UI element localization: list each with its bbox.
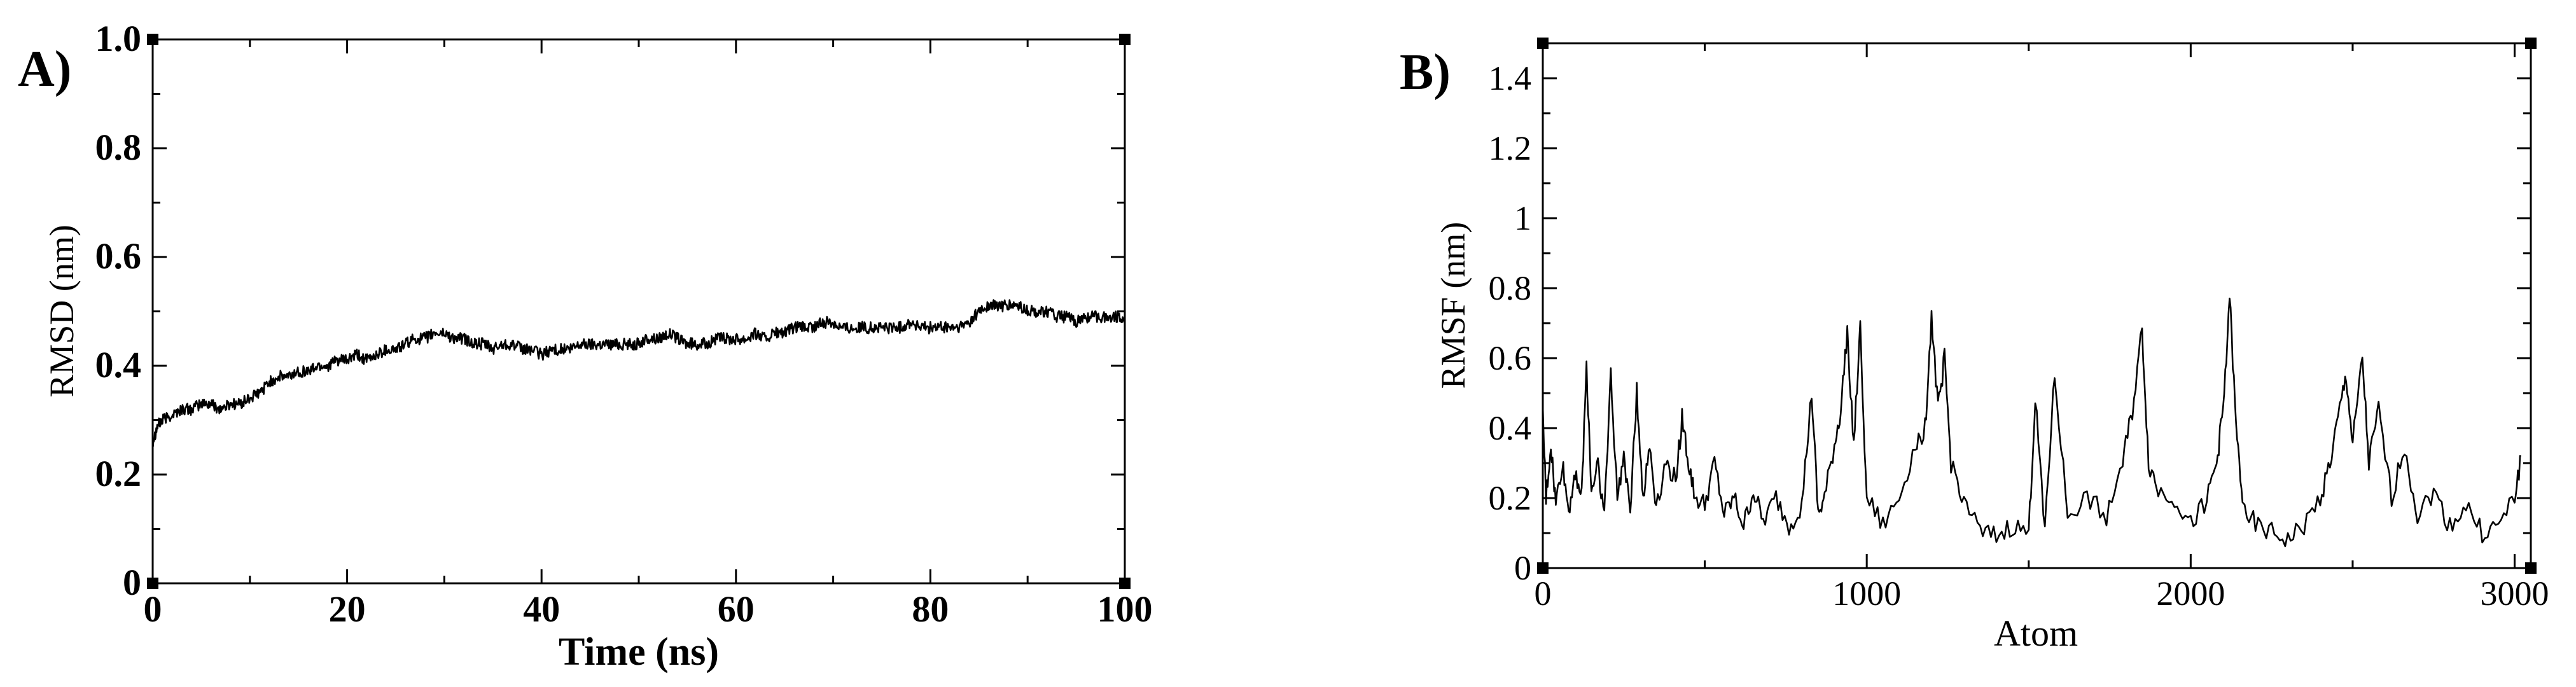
corner-marker — [1537, 38, 1549, 49]
y-tick-label: 0.6 — [1489, 339, 1532, 377]
y-tick-label: 0.2 — [1489, 479, 1532, 517]
y-tick-label: 1 — [1514, 199, 1531, 237]
y-tick-label: 0.4 — [95, 344, 142, 385]
y-tick-label: 0.2 — [95, 453, 142, 494]
y-tick-label: 1.4 — [1489, 59, 1532, 97]
corner-marker — [1119, 34, 1131, 45]
x-tick-label: 60 — [718, 588, 755, 630]
panel-b-y-axis-title: RMSF (nm) — [1434, 222, 1472, 389]
y-tick-label: 1.0 — [95, 18, 142, 59]
corner-marker — [147, 578, 158, 589]
y-tick-label: 0.8 — [95, 127, 142, 168]
panel-a-x-axis-title: Time (ns) — [559, 630, 719, 674]
x-tick-label: 80 — [912, 588, 949, 630]
x-tick-label: 3000 — [2481, 574, 2549, 613]
panel-b-rmsf-line — [1542, 297, 2521, 548]
x-tick-label: 20 — [329, 588, 366, 630]
panel-b-tick-labels: 0 1000 2000 3000 0 0.2 0.4 0.6 0.8 1 1.2 1.4 — [1489, 59, 2549, 613]
panel-a-rmsd-line — [151, 299, 1126, 448]
x-tick-label: 0 — [1535, 574, 1552, 613]
y-tick-label: 0 — [1514, 549, 1531, 587]
x-tick-label: 100 — [1097, 588, 1153, 630]
y-tick-label: 0.4 — [1489, 409, 1532, 447]
x-tick-label: 2000 — [2156, 574, 2225, 613]
corner-marker — [2525, 562, 2537, 574]
panel-b: B) 0 1000 2000 3000 0 0.2 0.4 0.6 0.8 1 1.2 1.4 Ato… — [1400, 38, 2549, 654]
corner-marker — [2525, 38, 2537, 49]
corner-marker — [1537, 562, 1549, 574]
panel-a-label: A) — [18, 41, 71, 97]
corner-marker — [1119, 578, 1131, 589]
y-tick-label: 0 — [123, 562, 141, 603]
y-tick-label: 0.6 — [95, 235, 142, 277]
panel-b-ticks — [1537, 38, 2537, 574]
panel-a-ticks — [147, 34, 1131, 589]
corner-marker — [147, 34, 158, 45]
panel-b-x-axis-title: Atom — [1994, 613, 2078, 654]
panel-b-frame — [1542, 42, 2532, 569]
panel-a-tick-labels: 0 20 40 60 80 100 0 0.2 0.4 0.6 0.8 1.0 — [95, 18, 1153, 630]
y-tick-label: 1.2 — [1489, 129, 1532, 167]
x-tick-label: 40 — [523, 588, 560, 630]
x-tick-label: 0 — [144, 588, 162, 630]
panel-a-y-axis-title: RMSD (nm) — [43, 225, 81, 398]
panel-a: A) 0 20 40 60 80 100 0 0.2 0.4 0.6 0.8 1.0 Time (ns… — [18, 18, 1153, 674]
x-tick-label: 1000 — [1832, 574, 1901, 613]
y-tick-label: 0.8 — [1489, 269, 1532, 307]
panel-b-label: B) — [1400, 45, 1451, 101]
